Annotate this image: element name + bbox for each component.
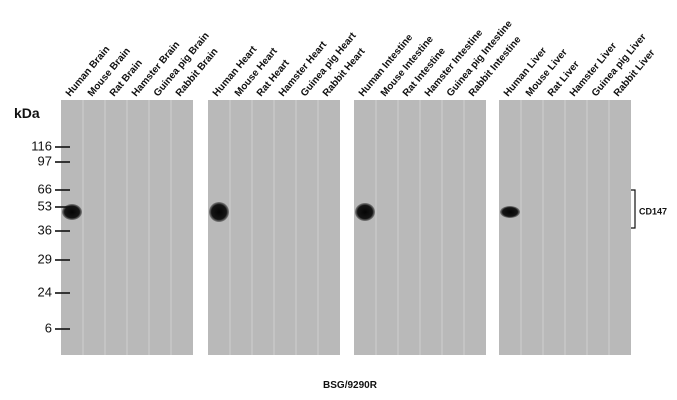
protein-band bbox=[500, 206, 520, 218]
protein-band bbox=[355, 203, 375, 221]
band-label: CD147 bbox=[639, 206, 667, 216]
band-bracket bbox=[630, 189, 636, 229]
marker-label: 53 bbox=[38, 198, 52, 213]
caption: BSG/9290R bbox=[323, 380, 378, 391]
protein-band bbox=[62, 204, 82, 220]
marker-label: 29 bbox=[38, 251, 52, 266]
unit-label: kDa bbox=[14, 105, 40, 121]
protein-band bbox=[209, 202, 229, 222]
marker-label: 97 bbox=[38, 153, 52, 168]
marker-label: 116 bbox=[31, 138, 52, 153]
marker-label: 36 bbox=[38, 222, 52, 237]
marker-label: 24 bbox=[38, 284, 52, 299]
marker-label: 6 bbox=[45, 320, 52, 335]
marker-label: 66 bbox=[38, 181, 52, 196]
